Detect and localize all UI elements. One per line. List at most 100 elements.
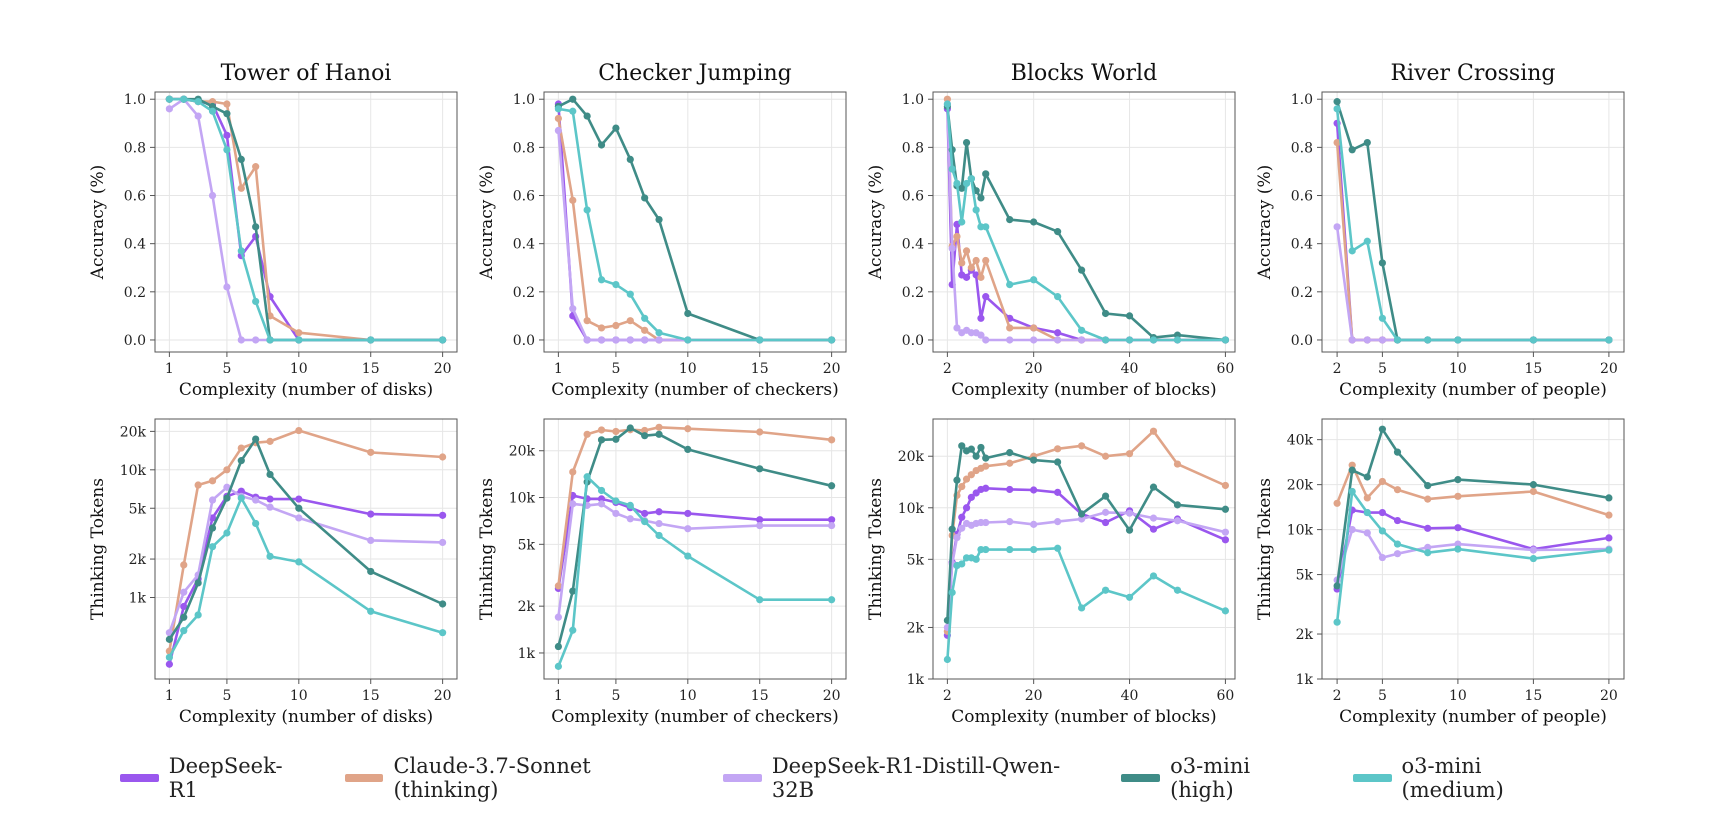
y-tick-label: 0.4 xyxy=(1291,237,1313,253)
data-point xyxy=(1333,105,1341,113)
series-line-o3-mini-high xyxy=(169,97,443,342)
y-tick-label: 0.4 xyxy=(124,237,146,253)
series-deepseek-r1-distill-qwen-32b xyxy=(165,483,447,637)
data-point xyxy=(1078,336,1086,344)
data-point xyxy=(1333,223,1341,231)
x-tick-label: 15 xyxy=(1524,361,1542,377)
series-o3-mini-high xyxy=(1333,425,1613,590)
data-point xyxy=(266,470,274,479)
x-axis-label: Complexity (number of disks) xyxy=(179,707,433,727)
data-point xyxy=(1363,138,1371,147)
y-tick-label: 1k xyxy=(907,672,925,688)
data-point xyxy=(208,496,217,504)
y-tick-label: 0.8 xyxy=(513,140,535,156)
x-tick-label: 2 xyxy=(943,688,952,704)
series-claude-3-7-sonnet-thinking xyxy=(554,114,836,344)
data-point xyxy=(962,247,971,255)
axes-frame xyxy=(543,418,847,680)
data-point xyxy=(948,165,956,173)
y-tick-label: 0.8 xyxy=(124,140,146,156)
data-point xyxy=(684,525,692,533)
legend-item-distill-qwen: DeepSeek-R1-Distill-Qwen-32B xyxy=(723,754,1077,802)
data-point xyxy=(1378,508,1386,517)
data-point xyxy=(569,95,577,103)
y-tick-label: 0.0 xyxy=(1291,333,1313,349)
axes-frame xyxy=(1321,418,1625,680)
data-point xyxy=(180,588,188,596)
data-point xyxy=(1363,494,1371,502)
data-point xyxy=(655,329,663,337)
y-tick-label: 0.2 xyxy=(1291,285,1313,301)
data-point xyxy=(554,114,562,123)
data-point xyxy=(958,218,966,226)
x-tick-label: 15 xyxy=(1524,688,1542,704)
x-axis-label: Complexity (number of blocks) xyxy=(951,707,1216,727)
data-point xyxy=(1101,336,1110,344)
data-point xyxy=(1030,456,1038,464)
legend-label-claude: Claude-3.7-Sonnet (thinking) xyxy=(393,754,591,802)
data-point xyxy=(641,518,649,526)
data-point xyxy=(1454,476,1462,484)
data-point xyxy=(208,107,217,115)
data-point xyxy=(982,545,990,554)
axes-frame xyxy=(154,418,458,680)
data-point xyxy=(612,427,620,436)
data-point xyxy=(828,521,836,530)
series-line-claude-3-7-sonnet-thinking xyxy=(946,429,1226,632)
data-point xyxy=(1054,445,1062,453)
x-tick-label: 15 xyxy=(362,361,380,377)
series-line-deepseek-r1-distill-qwen-32b xyxy=(557,130,832,342)
series-deepseek-r1-distill-qwen-32b xyxy=(943,508,1230,632)
data-point xyxy=(1030,520,1038,528)
data-point xyxy=(1363,508,1371,517)
series-line-o3-mini-high xyxy=(946,444,1226,621)
data-point xyxy=(982,336,990,344)
data-point xyxy=(1149,483,1158,491)
data-point xyxy=(237,444,245,452)
data-point xyxy=(1529,481,1537,489)
data-point xyxy=(962,504,971,512)
data-point xyxy=(1393,448,1402,456)
y-tick-label: 0.2 xyxy=(513,285,535,301)
data-point xyxy=(569,107,577,115)
y-tick-label: 1.0 xyxy=(1291,92,1313,108)
data-point xyxy=(1078,326,1086,334)
data-point xyxy=(367,448,375,456)
data-point xyxy=(1393,486,1402,494)
data-point xyxy=(194,112,202,120)
x-axis-label: Complexity (number of people) xyxy=(1339,707,1607,727)
x-tick-label: 5 xyxy=(1378,688,1387,704)
data-point xyxy=(958,482,966,491)
data-point xyxy=(583,336,591,344)
data-point xyxy=(612,435,620,443)
legend-item-claude: Claude-3.7-Sonnet (thinking) xyxy=(344,754,679,802)
y-tick-label: 1.0 xyxy=(124,92,146,108)
data-point xyxy=(266,437,274,445)
axes-frame xyxy=(1321,91,1625,353)
data-point xyxy=(982,484,990,492)
data-point xyxy=(612,509,620,518)
data-point xyxy=(252,496,260,504)
data-point xyxy=(1078,442,1086,450)
legend: DeepSeek-R1 Claude-3.7-Sonnet (thinking)… xyxy=(120,754,1620,802)
data-point xyxy=(641,432,649,440)
x-tick-label: 10 xyxy=(290,361,308,377)
data-point xyxy=(367,607,375,615)
data-point xyxy=(828,482,836,490)
data-point xyxy=(208,524,217,532)
data-point xyxy=(982,462,990,470)
data-point xyxy=(641,426,649,435)
series-deepseek-r1-distill-qwen-32b xyxy=(165,95,447,344)
data-point xyxy=(1173,501,1182,509)
data-point xyxy=(1173,586,1182,594)
data-point xyxy=(252,519,260,528)
data-point xyxy=(943,655,951,664)
legend-item-o3-mini-medium: o3-mini (medium) xyxy=(1352,754,1576,802)
series-o3-mini-medium xyxy=(943,100,1230,344)
series-line-o3-mini-high xyxy=(1335,427,1610,587)
data-point xyxy=(626,155,634,164)
series-line-o3-mini-medium xyxy=(946,546,1226,660)
data-point xyxy=(165,635,173,643)
